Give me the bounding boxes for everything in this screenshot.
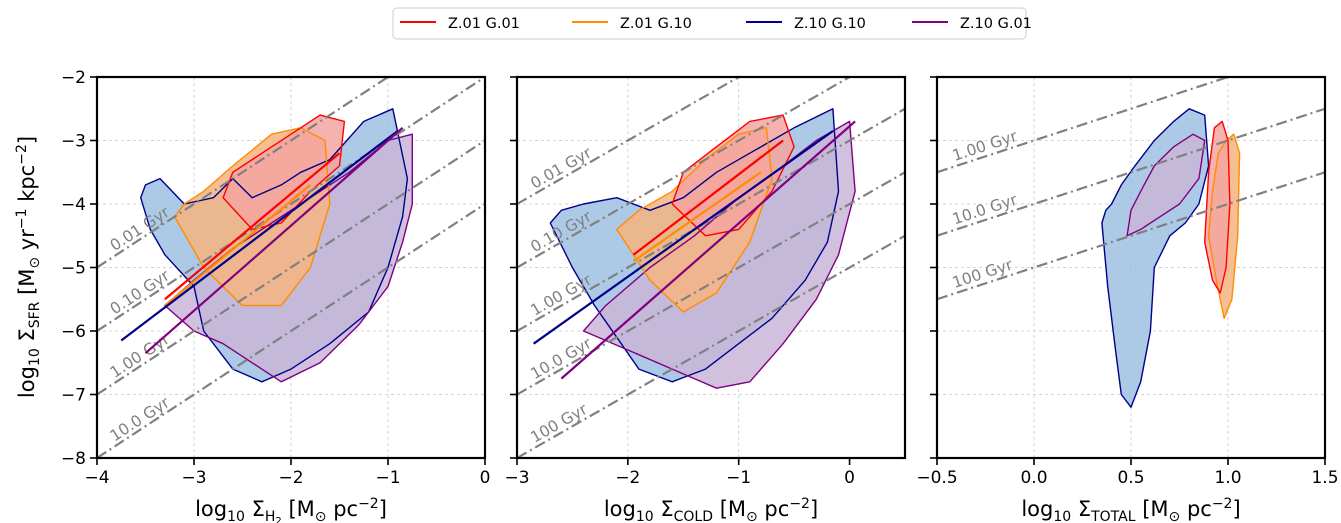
density-contour-z01g10 — [616, 127, 773, 313]
depletion-line-0 — [937, 77, 1232, 174]
fit-line-z01g01 — [632, 139, 784, 256]
y-tick-label: −2 — [61, 68, 86, 88]
density-contour-z01g01 — [671, 114, 795, 237]
y-tick-label: −4 — [61, 195, 86, 215]
density-contour-z10g01 — [1126, 133, 1206, 237]
x-tick-label: 1.5 — [1311, 468, 1338, 488]
fit-line-z10g01 — [560, 120, 856, 380]
legend-label-3: Z.10 G.01 — [960, 16, 1032, 32]
depletion-label-3: 10.0 Gyr — [107, 393, 173, 445]
density-contour-z01g10 — [173, 127, 331, 307]
depletion-line-1 — [517, 77, 852, 269]
depletion-label-1: 0.10 Gyr — [107, 266, 173, 318]
density-contour-z10g01 — [582, 120, 856, 389]
depletion-label-2: 1.00 Gyr — [528, 270, 596, 319]
x-tick-label: 0 — [480, 468, 491, 488]
x-axis-label-total: log10 ΣTOTAL [M⊙ pc−2] — [1021, 496, 1240, 523]
x-tick-label: −1 — [375, 468, 400, 488]
x-tick-label: 0.5 — [1117, 468, 1144, 488]
depletion-label-1: 10.0 Gyr — [950, 190, 1020, 228]
depletion-label-2: 100 Gyr — [950, 255, 1015, 292]
x-tick-label: −2 — [278, 468, 303, 488]
depletion-label-0: 0.01 Gyr — [528, 143, 596, 192]
density-contour-z01g01 — [222, 114, 346, 231]
density-contour-z10g10 — [549, 108, 840, 383]
legend-label-0: Z.01 G.01 — [448, 16, 520, 32]
fit-line-z10g10 — [532, 130, 834, 345]
y-tick-label: −6 — [61, 322, 86, 342]
depletion-line-4 — [517, 234, 905, 458]
depletion-label-0: 1.00 Gyr — [950, 127, 1020, 165]
density-fill-z01g01 — [223, 115, 345, 230]
x-tick-label: −4 — [84, 468, 109, 488]
x-tick-label: −1 — [726, 468, 751, 488]
legend-frame — [392, 7, 1027, 40]
density-contour-z01g10 — [1207, 133, 1241, 319]
density-fill-z10g01 — [1127, 134, 1205, 236]
depletion-label-4: 100 Gyr — [528, 400, 591, 447]
x-tick-label: 1.0 — [1214, 468, 1241, 488]
legend: Z.01 G.01 Z.01 G.10 Z.10 G.10 Z.10 G.01 — [392, 7, 1032, 40]
depletion-line-3 — [517, 171, 905, 396]
density-contour-z01g01 — [1203, 120, 1231, 294]
depletion-line-1 — [937, 107, 1325, 237]
fit-line-z01g01 — [164, 152, 341, 301]
x-tick-label: −3 — [181, 468, 206, 488]
depletion-line-1 — [97, 77, 485, 332]
depletion-line-2 — [937, 171, 1325, 301]
x-tick-label: 0 — [844, 468, 855, 488]
legend-label-1: Z.01 G.10 — [620, 16, 692, 32]
density-contour-z10g10 — [139, 108, 409, 383]
x-axis-label-cold: log10 ΣCOLD [M⊙ pc−2] — [604, 496, 818, 523]
fit-line-z10g01 — [144, 126, 404, 355]
y-tick-label: −8 — [61, 449, 86, 469]
fit-line-z10g10 — [120, 130, 399, 342]
fit-line-z01g10 — [632, 171, 762, 263]
y-tick-label: −5 — [61, 259, 86, 279]
x-axis-label-h2: log10 ΣH2 [M⊙ pc−2] — [195, 496, 387, 523]
y-axis-label: log10 ΣSFR [M⊙ yr−1 kpc−2] — [14, 136, 43, 398]
panel-total: 1.00 Gyr 10.0 Gyr 100 Gyr −0.5 0.0 0.5 1.0 1.5 — [916, 75, 1339, 488]
x-tick-label: −0.5 — [916, 468, 957, 488]
fit-line-z01g10 — [164, 184, 312, 307]
legend-label-2: Z.10 G.10 — [794, 16, 866, 32]
x-tick-label: −3 — [504, 468, 529, 488]
density-contour-z10g10 — [1101, 108, 1210, 408]
y-tick-label: −3 — [61, 132, 86, 152]
depletion-line-2 — [97, 139, 485, 396]
x-tick-label: −2 — [615, 468, 640, 488]
depletion-line-2 — [517, 107, 905, 332]
depletion-line-0 — [97, 77, 391, 269]
depletion-line-3 — [97, 203, 485, 458]
y-tick-label: −7 — [61, 386, 86, 406]
x-tick-label: 0.0 — [1020, 468, 1047, 488]
